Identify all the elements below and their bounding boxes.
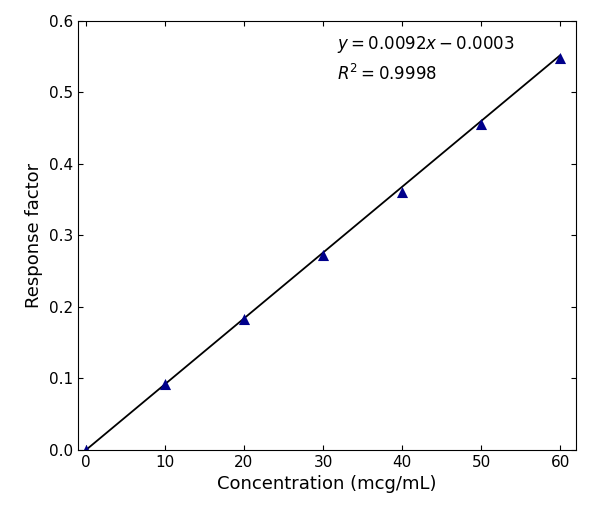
Point xyxy=(397,188,407,196)
X-axis label: Concentration (mcg/mL): Concentration (mcg/mL) xyxy=(217,475,437,493)
Point xyxy=(476,119,486,128)
Point xyxy=(556,54,565,62)
Text: $y = 0.0092x - 0.0003$
$R^2 = 0.9998$: $y = 0.0092x - 0.0003$ $R^2 = 0.9998$ xyxy=(337,34,515,84)
Point xyxy=(318,251,328,260)
Y-axis label: Response factor: Response factor xyxy=(25,163,43,308)
Point xyxy=(81,446,91,454)
Point xyxy=(160,380,170,388)
Point xyxy=(239,315,249,323)
